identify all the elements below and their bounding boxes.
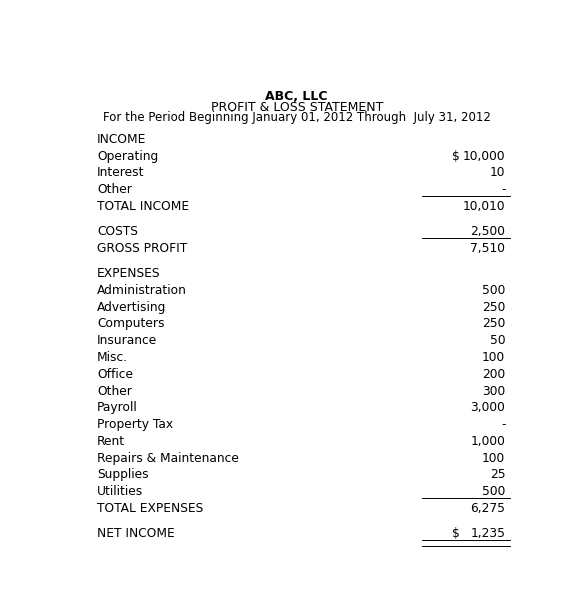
Text: 3,000: 3,000 [471,402,505,414]
Text: TOTAL EXPENSES: TOTAL EXPENSES [97,502,203,515]
Text: -: - [501,418,505,431]
Text: GROSS PROFIT: GROSS PROFIT [97,242,187,255]
Text: 10: 10 [490,166,505,179]
Text: 300: 300 [482,384,505,397]
Text: 10,000: 10,000 [463,150,505,163]
Text: NET INCOME: NET INCOME [97,527,175,540]
Text: 200: 200 [482,368,505,381]
Text: Utilities: Utilities [97,485,144,498]
Text: 500: 500 [482,284,505,297]
Text: Other: Other [97,183,132,196]
Text: $: $ [452,527,459,540]
Text: Administration: Administration [97,284,187,297]
Text: 250: 250 [482,301,505,314]
Text: EXPENSES: EXPENSES [97,267,160,280]
Text: 25: 25 [490,468,505,481]
Text: 1,000: 1,000 [471,435,505,448]
Text: Office: Office [97,368,133,381]
Text: ABC, LLC: ABC, LLC [266,90,328,103]
Text: Payroll: Payroll [97,402,138,414]
Text: 6,275: 6,275 [470,502,505,515]
Text: $: $ [452,150,459,163]
Text: 1,235: 1,235 [470,527,505,540]
Text: 50: 50 [490,334,505,347]
Text: Repairs & Maintenance: Repairs & Maintenance [97,452,239,465]
Text: Rent: Rent [97,435,125,448]
Text: 100: 100 [482,351,505,364]
Text: Property Tax: Property Tax [97,418,173,431]
Text: 500: 500 [482,485,505,498]
Text: 100: 100 [482,452,505,465]
Text: COSTS: COSTS [97,225,138,238]
Text: Misc.: Misc. [97,351,128,364]
Text: For the Period Beginning January 01, 2012 Through  July 31, 2012: For the Period Beginning January 01, 201… [103,111,490,124]
Text: 250: 250 [482,317,505,330]
Text: 2,500: 2,500 [470,225,505,238]
Text: Computers: Computers [97,317,164,330]
Text: 10,010: 10,010 [463,200,505,213]
Text: Interest: Interest [97,166,145,179]
Text: TOTAL INCOME: TOTAL INCOME [97,200,189,213]
Text: Insurance: Insurance [97,334,157,347]
Text: INCOME: INCOME [97,133,146,146]
Text: -: - [501,183,505,196]
Text: Other: Other [97,384,132,397]
Text: PROFIT & LOSS STATEMENT: PROFIT & LOSS STATEMENT [211,101,383,114]
Text: Supplies: Supplies [97,468,149,481]
Text: 7,510: 7,510 [470,242,505,255]
Text: Advertising: Advertising [97,301,166,314]
Text: Operating: Operating [97,150,158,163]
